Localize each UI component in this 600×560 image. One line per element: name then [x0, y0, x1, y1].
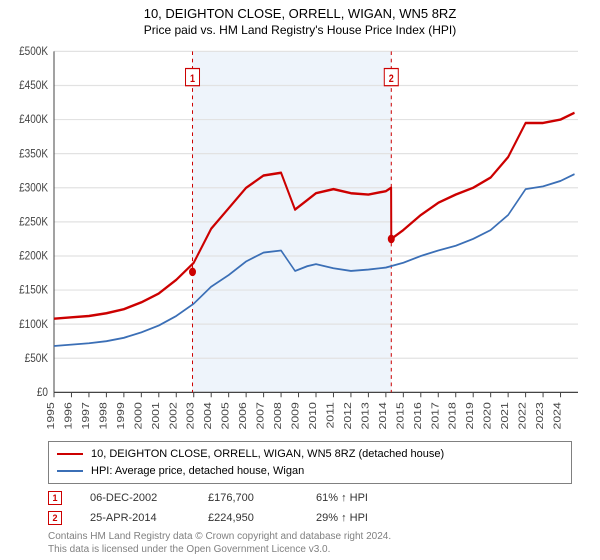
svg-text:£250K: £250K	[19, 216, 48, 229]
svg-text:2014: 2014	[378, 403, 389, 430]
legend-item: 10, DEIGHTON CLOSE, ORRELL, WIGAN, WN5 8…	[57, 446, 563, 463]
sales-table: 1 06-DEC-2002 £176,700 61% ↑ HPI 2 25-APR-201…	[48, 488, 572, 528]
svg-text:1: 1	[190, 74, 195, 86]
svg-text:1997: 1997	[81, 403, 92, 430]
sale-price: £176,700	[208, 492, 288, 504]
svg-text:2021: 2021	[500, 403, 511, 430]
sale-marker: 2	[48, 511, 62, 525]
sale-hpi: 29% ↑ HPI	[316, 512, 406, 524]
legend-item: HPI: Average price, detached house, Wiga…	[57, 463, 563, 480]
svg-text:1999: 1999	[116, 403, 127, 430]
sale-price: £224,950	[208, 512, 288, 524]
svg-text:£150K: £150K	[19, 284, 48, 297]
svg-text:2013: 2013	[360, 403, 371, 430]
svg-text:£200K: £200K	[19, 250, 48, 263]
sale-row: 2 25-APR-2014 £224,950 29% ↑ HPI	[48, 508, 572, 528]
svg-text:£400K: £400K	[19, 114, 48, 127]
svg-text:2007: 2007	[256, 403, 267, 430]
legend-label: 10, DEIGHTON CLOSE, ORRELL, WIGAN, WN5 8…	[91, 446, 444, 463]
svg-text:2018: 2018	[448, 403, 459, 430]
footnote-line-2: This data is licensed under the Open Gov…	[48, 543, 572, 556]
legend: 10, DEIGHTON CLOSE, ORRELL, WIGAN, WN5 8…	[48, 441, 572, 484]
footnote-line-1: Contains HM Land Registry data © Crown c…	[48, 530, 572, 543]
svg-text:2010: 2010	[308, 403, 319, 430]
svg-text:£350K: £350K	[19, 148, 48, 161]
page-subtitle: Price paid vs. HM Land Registry's House …	[10, 23, 590, 39]
svg-text:2003: 2003	[186, 403, 197, 430]
svg-text:£500K: £500K	[19, 46, 48, 59]
svg-text:£100K: £100K	[19, 318, 48, 331]
legend-swatch	[57, 453, 83, 455]
svg-text:1995: 1995	[46, 403, 57, 430]
sale-marker: 1	[48, 491, 62, 505]
svg-text:2022: 2022	[518, 403, 529, 430]
svg-text:2002: 2002	[168, 403, 179, 430]
svg-text:1996: 1996	[63, 403, 74, 430]
sale-hpi: 61% ↑ HPI	[316, 492, 406, 504]
svg-text:2001: 2001	[151, 403, 162, 430]
svg-text:2015: 2015	[395, 403, 406, 430]
sale-row: 1 06-DEC-2002 £176,700 61% ↑ HPI	[48, 488, 572, 508]
svg-text:2020: 2020	[483, 403, 494, 430]
legend-swatch	[57, 470, 83, 472]
price-chart: £0 £50K £100K £150K £200K £250K £300K £350K £400…	[10, 44, 590, 437]
svg-text:2: 2	[389, 74, 394, 86]
svg-text:£0: £0	[37, 387, 48, 400]
page-title: 10, DEIGHTON CLOSE, ORRELL, WIGAN, WN5 8…	[10, 6, 590, 23]
svg-text:2023: 2023	[535, 403, 546, 430]
svg-text:2000: 2000	[133, 403, 144, 430]
svg-text:2019: 2019	[465, 403, 476, 430]
svg-text:1998: 1998	[98, 403, 109, 430]
legend-label: HPI: Average price, detached house, Wiga…	[91, 463, 304, 480]
svg-text:2006: 2006	[238, 403, 249, 430]
svg-text:£300K: £300K	[19, 182, 48, 195]
svg-text:2004: 2004	[203, 403, 214, 430]
sale-date: 25-APR-2014	[90, 512, 180, 524]
svg-text:2009: 2009	[290, 403, 301, 430]
svg-text:2016: 2016	[413, 403, 424, 430]
sale-date: 06-DEC-2002	[90, 492, 180, 504]
svg-text:2017: 2017	[430, 403, 441, 430]
svg-text:2012: 2012	[343, 403, 354, 430]
footnote: Contains HM Land Registry data © Crown c…	[48, 530, 572, 556]
svg-text:2024: 2024	[552, 403, 563, 430]
svg-text:£450K: £450K	[19, 80, 48, 93]
svg-text:2005: 2005	[221, 403, 232, 430]
svg-text:£50K: £50K	[25, 353, 49, 366]
svg-text:2008: 2008	[273, 403, 284, 430]
svg-text:2011: 2011	[325, 403, 336, 429]
